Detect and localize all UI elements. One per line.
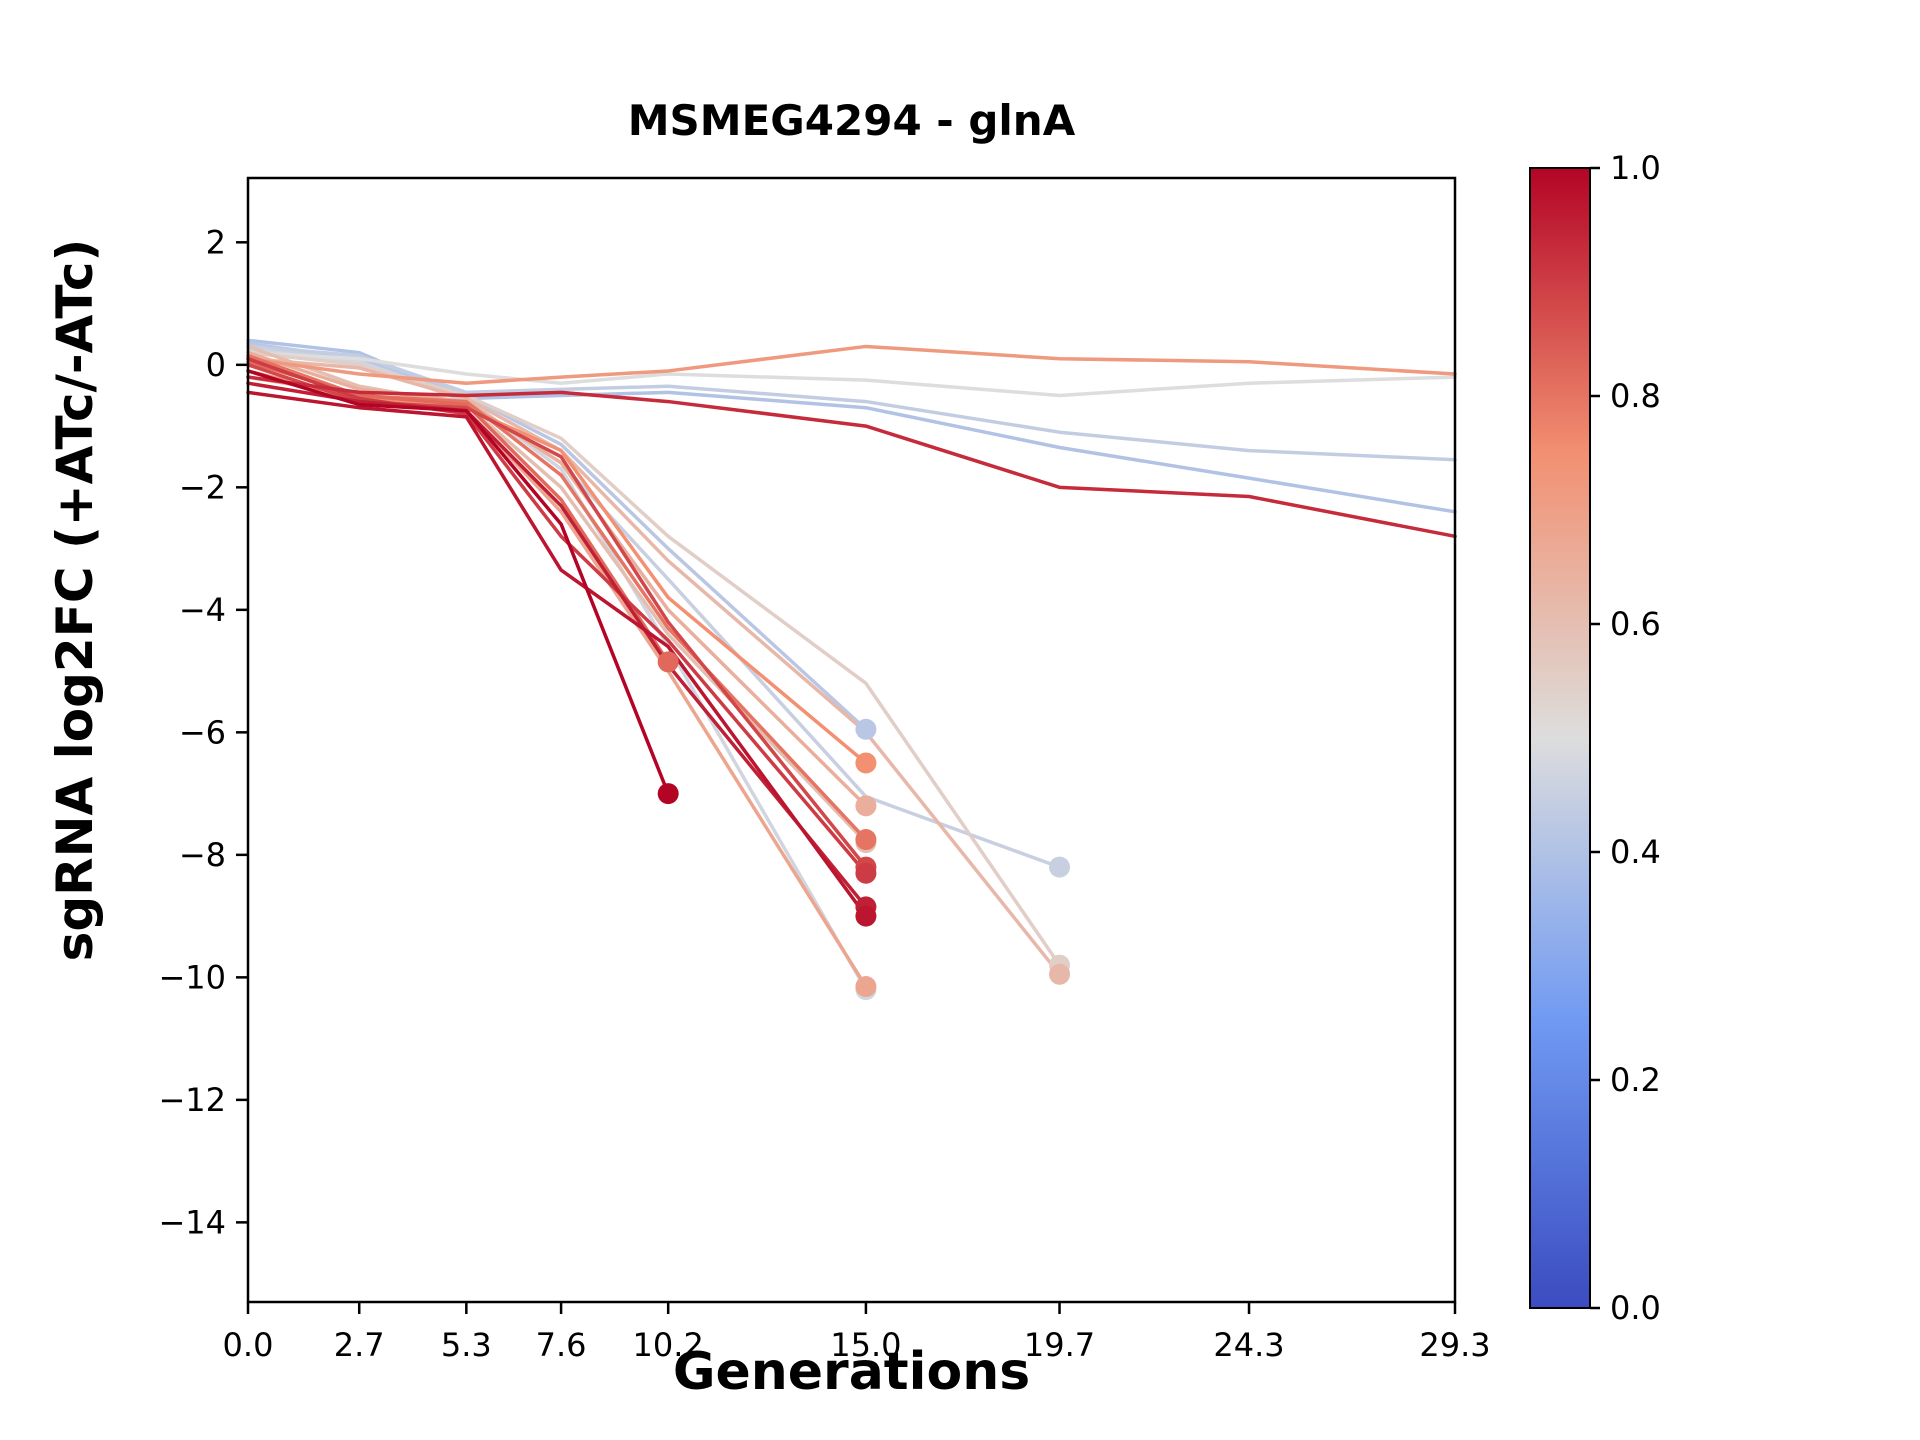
series-line bbox=[246, 369, 670, 796]
series-end-marker bbox=[1049, 856, 1071, 878]
colorbar-tick-label: 0.0 bbox=[1610, 1289, 1661, 1327]
x-tick-label: 0.0 bbox=[223, 1326, 274, 1364]
series-line bbox=[246, 375, 1457, 539]
y-tick-label: 2 bbox=[206, 223, 226, 261]
y-tick-label: −2 bbox=[179, 468, 226, 506]
y-tick-label: −10 bbox=[158, 958, 226, 996]
series-line bbox=[246, 390, 868, 918]
series-end-marker bbox=[657, 783, 679, 805]
series-line bbox=[246, 344, 1457, 462]
series-end-marker bbox=[855, 718, 877, 740]
x-tick-label: 10.2 bbox=[633, 1326, 704, 1364]
series-line bbox=[246, 344, 868, 845]
series-line bbox=[246, 356, 1062, 977]
series-end-marker bbox=[855, 752, 877, 774]
x-tick-label: 5.3 bbox=[441, 1326, 492, 1364]
x-tick-label: 24.3 bbox=[1213, 1326, 1284, 1364]
x-axis-label: Generations bbox=[672, 1342, 1031, 1402]
series-line bbox=[246, 347, 868, 992]
colorbar-tick-label: 1.0 bbox=[1610, 149, 1661, 187]
series-end-marker bbox=[855, 795, 877, 817]
x-tick-label: 19.7 bbox=[1024, 1326, 1095, 1364]
series-end-marker bbox=[1049, 963, 1071, 985]
colorbar-tick-label: 0.6 bbox=[1610, 605, 1661, 643]
series-end-marker bbox=[855, 829, 877, 851]
series-line bbox=[246, 350, 868, 808]
series-line bbox=[246, 353, 868, 842]
series-end-marker bbox=[855, 862, 877, 884]
y-axis-label: sgRNA log2FC (+ATc/-ATc) bbox=[46, 238, 104, 962]
x-tick-label: 7.6 bbox=[536, 1326, 587, 1364]
x-tick-label: 15.0 bbox=[830, 1326, 901, 1364]
x-tick-label: 29.3 bbox=[1419, 1326, 1490, 1364]
series-line bbox=[246, 375, 868, 989]
series-line bbox=[246, 338, 1457, 514]
series-end-marker bbox=[855, 905, 877, 927]
series-line bbox=[246, 350, 1062, 967]
series-line bbox=[246, 344, 1457, 385]
y-tick-label: 0 bbox=[206, 346, 226, 384]
y-tick-label: −6 bbox=[179, 713, 226, 751]
series-line bbox=[246, 363, 868, 869]
series-line bbox=[246, 350, 1457, 398]
y-tick-label: −14 bbox=[158, 1203, 226, 1241]
series-end-marker bbox=[657, 651, 679, 673]
y-tick-label: −8 bbox=[179, 836, 226, 874]
chart-title: MSMEG4294 - glnA bbox=[627, 96, 1076, 145]
y-tick-label: −12 bbox=[158, 1081, 226, 1119]
y-tick-label: −4 bbox=[179, 591, 226, 629]
colorbar-gradient bbox=[1529, 167, 1591, 1309]
series-end-marker bbox=[855, 976, 877, 998]
series-line bbox=[246, 369, 868, 765]
axes-frame bbox=[246, 176, 1457, 1304]
series-line bbox=[246, 356, 868, 875]
colorbar-tick-label: 0.4 bbox=[1610, 833, 1661, 871]
x-tick-label: 2.7 bbox=[334, 1326, 385, 1364]
colorbar-tick-label: 0.2 bbox=[1610, 1061, 1661, 1099]
colorbar-tick-label: 0.8 bbox=[1610, 377, 1661, 415]
